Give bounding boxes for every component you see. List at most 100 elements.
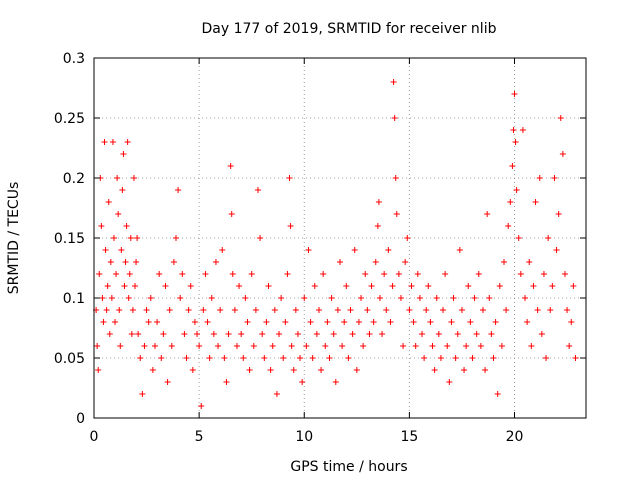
- data-point: [105, 199, 112, 205]
- data-point: [276, 331, 283, 337]
- data-point: [151, 343, 158, 349]
- data-point: [292, 307, 299, 313]
- y-tick-label: 0.2: [63, 171, 85, 187]
- data-point: [366, 331, 373, 337]
- data-point: [173, 235, 179, 241]
- data-point: [358, 295, 365, 301]
- data-point: [280, 355, 287, 361]
- y-tick-label: 0.05: [54, 351, 85, 367]
- data-point: [221, 355, 228, 361]
- data-point: [412, 343, 419, 349]
- data-point: [122, 259, 129, 265]
- data-point: [334, 307, 341, 313]
- data-point: [233, 343, 240, 349]
- data-point: [202, 271, 209, 277]
- data-point: [137, 355, 144, 361]
- data-point: [465, 283, 472, 289]
- data-point: [551, 175, 558, 181]
- data-point: [183, 355, 190, 361]
- data-point: [530, 283, 537, 289]
- data-point: [143, 307, 150, 313]
- data-point: [553, 247, 560, 253]
- data-point: [282, 319, 289, 325]
- data-point: [427, 319, 434, 325]
- data-point: [307, 319, 314, 325]
- data-point: [351, 247, 358, 253]
- data-point: [125, 295, 132, 301]
- data-point: [385, 247, 392, 253]
- data-point: [273, 391, 280, 397]
- data-point: [433, 295, 440, 301]
- data-point: [252, 307, 259, 313]
- y-tick-label: 0.1: [63, 291, 85, 307]
- y-tick-label: 0.15: [54, 231, 85, 247]
- data-point: [212, 259, 219, 265]
- data-point: [115, 211, 122, 217]
- data-point: [261, 355, 268, 361]
- data-point: [368, 283, 375, 289]
- data-point: [198, 403, 205, 409]
- data-point: [355, 319, 362, 325]
- data-point: [543, 355, 550, 361]
- x-tick-label: 15: [400, 429, 418, 445]
- data-point: [179, 271, 186, 277]
- data-point: [313, 331, 320, 337]
- data-point: [421, 355, 428, 361]
- data-point: [164, 379, 171, 385]
- data-point: [229, 271, 236, 277]
- data-point: [391, 115, 398, 121]
- x-tick-label: 5: [195, 429, 204, 445]
- x-tick-label: 20: [506, 429, 524, 445]
- data-point: [160, 331, 167, 337]
- data-point: [269, 343, 276, 349]
- data-point: [561, 271, 568, 277]
- data-point: [488, 331, 495, 337]
- data-point: [450, 295, 457, 301]
- data-point: [194, 331, 201, 337]
- data-point: [223, 379, 230, 385]
- data-point: [463, 343, 470, 349]
- data-point: [110, 235, 117, 241]
- data-point: [549, 283, 556, 289]
- data-point: [372, 259, 379, 265]
- data-point: [507, 199, 514, 205]
- data-point: [534, 307, 541, 313]
- data-point: [139, 391, 146, 397]
- data-point: [437, 355, 444, 361]
- data-point: [570, 283, 577, 289]
- data-point: [484, 211, 491, 217]
- data-point: [515, 235, 522, 241]
- data-point: [189, 367, 196, 373]
- data-point: [435, 331, 442, 337]
- data-point: [98, 223, 105, 229]
- data-point: [498, 343, 505, 349]
- data-point: [376, 295, 383, 301]
- data-point: [440, 307, 447, 313]
- data-point: [328, 295, 335, 301]
- data-point: [318, 367, 325, 373]
- data-point: [408, 283, 415, 289]
- data-point: [156, 271, 163, 277]
- data-point: [158, 355, 165, 361]
- data-point: [416, 295, 423, 301]
- data-point: [510, 127, 517, 133]
- data-point: [519, 127, 526, 133]
- data-point: [271, 307, 278, 313]
- data-point: [118, 247, 125, 253]
- data-point: [278, 295, 285, 301]
- data-point: [494, 391, 501, 397]
- data-point: [130, 175, 137, 181]
- x-tick-label: 10: [295, 429, 313, 445]
- data-point: [134, 235, 141, 241]
- data-point: [492, 319, 499, 325]
- data-point: [458, 307, 465, 313]
- data-point: [242, 295, 249, 301]
- y-tick-label: 0: [76, 411, 85, 427]
- chart-title: Day 177 of 2019, SRMTID for receiver nli…: [202, 21, 497, 37]
- data-point: [532, 199, 539, 205]
- data-point: [236, 283, 243, 289]
- data-point: [94, 343, 101, 349]
- data-point: [168, 343, 175, 349]
- data-point: [390, 79, 397, 85]
- data-point: [467, 319, 474, 325]
